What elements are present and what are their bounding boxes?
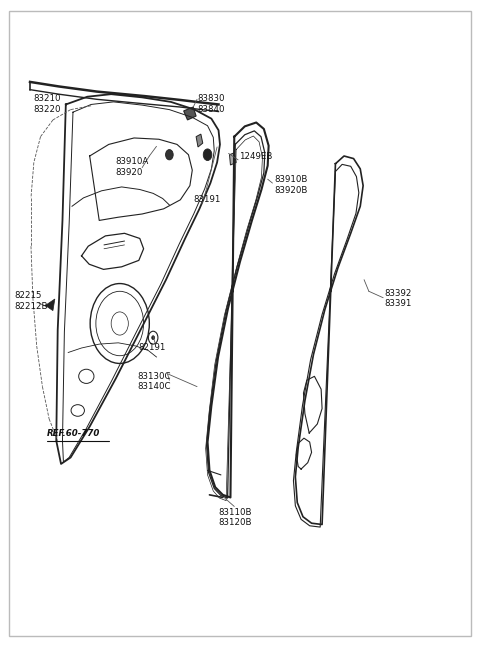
Text: 82215
82212B: 82215 82212B — [15, 291, 48, 311]
Polygon shape — [196, 134, 203, 147]
Text: 83392
83391: 83392 83391 — [384, 289, 411, 308]
Text: 1249EB: 1249EB — [239, 152, 273, 161]
Text: 83910A
83920: 83910A 83920 — [115, 157, 148, 177]
Polygon shape — [184, 107, 196, 120]
Text: 83130C
83140C: 83130C 83140C — [137, 372, 171, 391]
Circle shape — [166, 149, 173, 160]
Polygon shape — [45, 299, 55, 311]
Text: REF.60-770: REF.60-770 — [47, 429, 100, 438]
Circle shape — [203, 149, 212, 160]
Text: 82191: 82191 — [139, 343, 166, 352]
Text: 83110B
83120B: 83110B 83120B — [218, 508, 252, 527]
Polygon shape — [229, 153, 236, 165]
Text: 83210
83220: 83210 83220 — [34, 94, 61, 114]
Text: 83191: 83191 — [193, 195, 221, 204]
Circle shape — [152, 336, 155, 340]
Text: 83910B
83920B: 83910B 83920B — [275, 175, 308, 195]
Text: 83830
83840: 83830 83840 — [197, 94, 225, 114]
